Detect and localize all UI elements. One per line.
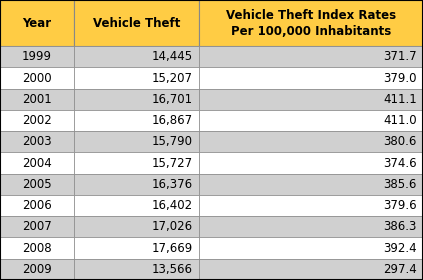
Text: 17,026: 17,026 [151,220,192,233]
Bar [74,216,199,237]
Bar [0,67,74,89]
Text: Vehicle Theft: Vehicle Theft [93,17,180,30]
Bar [199,259,423,280]
Text: 2008: 2008 [22,242,52,255]
Text: 2007: 2007 [22,220,52,233]
Text: 2006: 2006 [22,199,52,212]
Bar [199,237,423,259]
Bar [0,153,74,174]
Bar [0,0,74,46]
Text: 16,701: 16,701 [151,93,192,106]
Bar [0,174,74,195]
Text: 411.0: 411.0 [383,114,417,127]
Bar [0,195,74,216]
Text: 17,669: 17,669 [151,242,192,255]
Text: 15,207: 15,207 [151,72,192,85]
Text: Year: Year [22,17,52,30]
Bar [199,110,423,131]
Text: 379.6: 379.6 [383,199,417,212]
Text: 386.3: 386.3 [383,220,417,233]
Text: 13,566: 13,566 [151,263,192,276]
Text: 374.6: 374.6 [383,157,417,170]
Bar [199,46,423,67]
Text: 2009: 2009 [22,263,52,276]
Bar [74,174,199,195]
Bar [199,131,423,153]
Bar [74,195,199,216]
Text: 2001: 2001 [22,93,52,106]
Bar [199,174,423,195]
Text: 2002: 2002 [22,114,52,127]
Bar [0,259,74,280]
Text: 2000: 2000 [22,72,52,85]
Text: 15,727: 15,727 [151,157,192,170]
Bar [199,153,423,174]
Bar [74,0,199,46]
Bar [74,131,199,153]
Text: Vehicle Theft Index Rates
Per 100,000 Inhabitants: Vehicle Theft Index Rates Per 100,000 In… [226,9,396,38]
Text: 411.1: 411.1 [383,93,417,106]
Bar [74,89,199,110]
Bar [74,67,199,89]
Bar [0,131,74,153]
Bar [0,216,74,237]
Text: 371.7: 371.7 [383,50,417,63]
Bar [74,237,199,259]
Text: 15,790: 15,790 [151,135,192,148]
Bar [74,46,199,67]
Bar [0,237,74,259]
Bar [0,110,74,131]
Bar [0,46,74,67]
Bar [199,195,423,216]
Bar [74,153,199,174]
Bar [199,216,423,237]
Text: 379.0: 379.0 [383,72,417,85]
Text: 2005: 2005 [22,178,52,191]
Text: 16,402: 16,402 [151,199,192,212]
Text: 385.6: 385.6 [383,178,417,191]
Bar [199,89,423,110]
Text: 2004: 2004 [22,157,52,170]
Bar [74,259,199,280]
Text: 16,867: 16,867 [151,114,192,127]
Text: 297.4: 297.4 [383,263,417,276]
Text: 380.6: 380.6 [383,135,417,148]
Text: 392.4: 392.4 [383,242,417,255]
Bar [199,0,423,46]
Bar [199,67,423,89]
Text: 1999: 1999 [22,50,52,63]
Bar [0,89,74,110]
Bar [74,110,199,131]
Text: 16,376: 16,376 [151,178,192,191]
Text: 14,445: 14,445 [151,50,192,63]
Text: 2003: 2003 [22,135,52,148]
